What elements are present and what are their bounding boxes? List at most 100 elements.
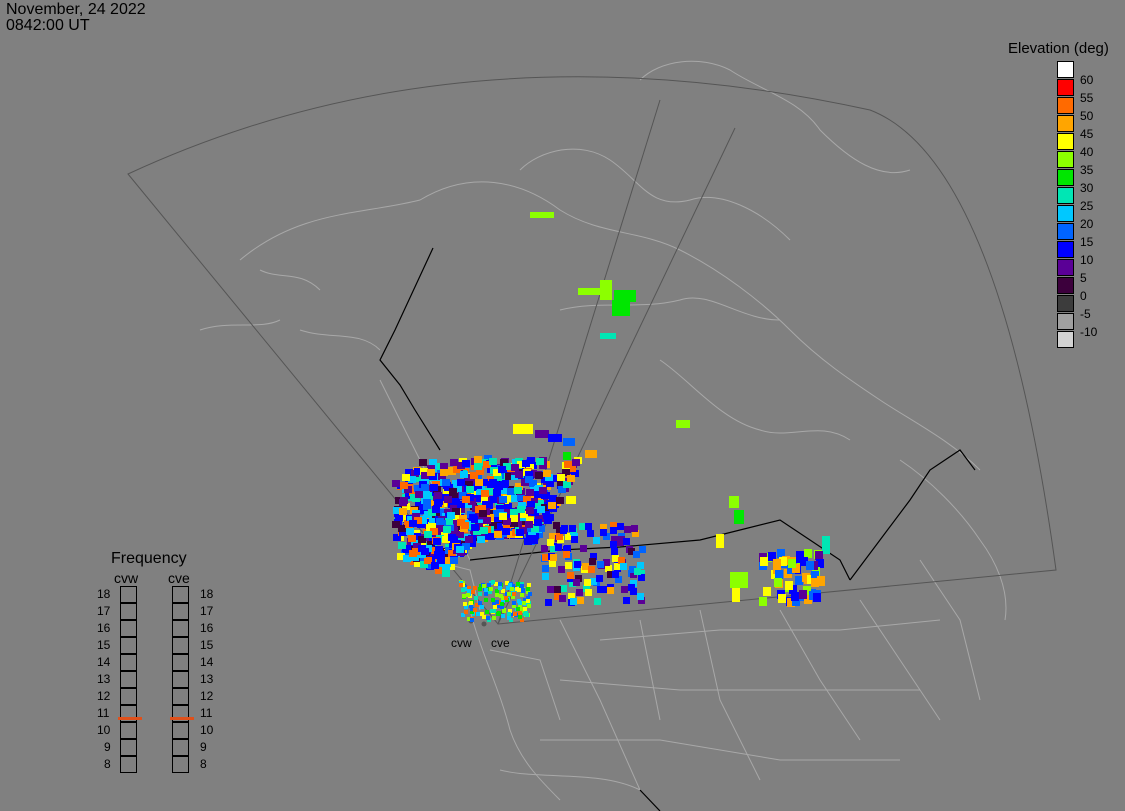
echo-cell <box>442 479 450 486</box>
frequency-cell <box>172 603 189 620</box>
echo-cell <box>526 517 534 524</box>
echo-cell <box>542 492 550 499</box>
echo-cell <box>470 472 478 479</box>
frequency-cell <box>172 637 189 654</box>
colorbar-label: -5 <box>1080 307 1091 321</box>
echo-cell <box>623 538 630 545</box>
echo-cell <box>512 604 516 608</box>
echo-cell <box>507 612 511 616</box>
frequency-cell <box>172 586 189 603</box>
echo-cell <box>573 579 580 586</box>
echo-cell <box>777 549 785 558</box>
frequency-cell <box>120 705 137 722</box>
colorbar-label: 10 <box>1080 253 1094 267</box>
echo-cell <box>568 593 575 600</box>
echo-cell <box>516 607 520 611</box>
frequency-cell <box>172 620 189 637</box>
echo-cell <box>440 469 448 476</box>
echo-cell <box>518 615 522 619</box>
echo-cell <box>676 420 690 428</box>
echo-cell <box>490 609 494 613</box>
echo-cell <box>520 584 524 588</box>
echo-cell <box>612 571 619 578</box>
echo-cell <box>415 491 423 498</box>
echo-cell <box>778 594 786 603</box>
echo-cell <box>788 559 796 568</box>
echo-cell <box>485 610 489 614</box>
echo-cell <box>452 498 460 505</box>
echo-cell <box>518 611 522 615</box>
colorbar-swatch <box>1057 187 1074 204</box>
echo-cell <box>475 479 483 486</box>
frequency-tick-left: 16 <box>97 621 111 635</box>
echo-cell <box>489 522 497 529</box>
echo-cell <box>499 496 507 503</box>
echo-cell <box>637 593 644 600</box>
echo-cell <box>562 469 570 476</box>
echo-cell <box>563 546 570 553</box>
echo-cell <box>569 580 576 587</box>
echo-cell <box>531 525 539 532</box>
echo-cell <box>813 593 821 602</box>
echo-cell <box>469 514 477 521</box>
echo-cell <box>501 599 505 603</box>
echo-cell <box>610 541 617 548</box>
echo-cell <box>500 605 504 609</box>
echo-cell <box>442 570 450 577</box>
echo-cell <box>511 595 515 599</box>
echo-cell <box>565 562 572 569</box>
echo-cell <box>424 557 432 564</box>
echo-cell <box>512 601 516 605</box>
echo-cell <box>436 525 444 532</box>
echo-cell <box>507 488 515 495</box>
echo-cell <box>492 601 496 605</box>
echo-cell <box>399 499 407 506</box>
echo-cell <box>488 590 492 594</box>
echo-cell <box>522 601 526 605</box>
echo-cell <box>473 608 477 612</box>
echo-cell <box>420 468 428 475</box>
echo-cell <box>432 478 440 485</box>
frequency-cell <box>120 688 137 705</box>
colorbar-label: 30 <box>1080 181 1094 195</box>
echo-cell <box>620 563 627 570</box>
echo-cell <box>800 557 808 566</box>
echo-cell <box>476 490 484 497</box>
frequency-cell <box>172 654 189 671</box>
echo-cell <box>774 578 782 587</box>
echo-cell <box>588 566 595 573</box>
echo-cell <box>543 470 551 477</box>
frequency-radar-cvw: cvw <box>114 570 139 586</box>
echo-cell <box>405 469 413 476</box>
echo-cell <box>463 602 467 606</box>
colorbar-title: Elevation (deg) <box>1008 40 1109 57</box>
frequency-tick-right: 17 <box>200 604 214 618</box>
echo-cell <box>480 612 484 616</box>
echo-cell <box>480 527 488 534</box>
echo-cell <box>487 583 491 587</box>
echo-cell <box>457 501 465 508</box>
echo-cell <box>399 529 407 536</box>
frequency-cell <box>120 620 137 637</box>
echo-cell <box>550 554 557 561</box>
colorbar-label: 45 <box>1080 127 1094 141</box>
echo-cell <box>450 536 458 543</box>
echo-cell <box>554 593 561 600</box>
frequency-tick-right: 12 <box>200 689 214 703</box>
echo-cell <box>435 546 443 553</box>
echo-cell <box>572 459 580 466</box>
echo-cell <box>408 476 416 483</box>
frequency-cell <box>172 671 189 688</box>
echo-cell <box>407 516 415 523</box>
echo-cell <box>518 502 526 509</box>
echo-cell <box>505 581 509 585</box>
echo-cell <box>503 522 511 529</box>
echo-cell <box>409 550 417 557</box>
echo-cell <box>617 523 624 530</box>
echo-cell <box>583 585 590 592</box>
echo-cell <box>513 612 517 616</box>
echo-cell <box>559 595 566 602</box>
colorbar-swatch <box>1057 313 1074 330</box>
echo-cell <box>632 530 639 537</box>
echo-cell <box>523 607 527 611</box>
